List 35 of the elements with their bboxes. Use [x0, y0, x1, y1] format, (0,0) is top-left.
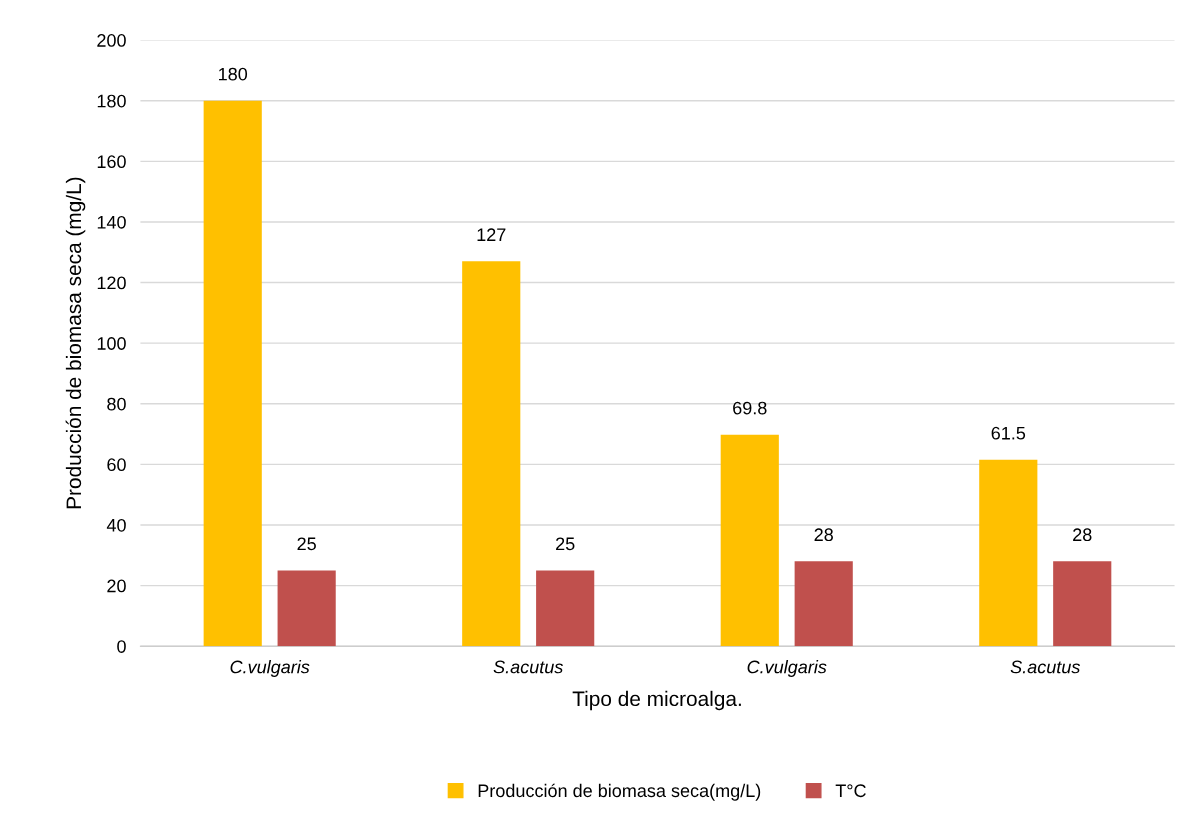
y-tick-label: 0 — [117, 640, 126, 653]
bar — [203, 100, 262, 647]
y-tick-label: 200 — [97, 34, 126, 47]
data-label: 180 — [219, 67, 248, 81]
y-tick-label: 40 — [106, 518, 126, 532]
y-tick-label: 60 — [107, 458, 126, 472]
y-tick-label: 160 — [97, 155, 126, 169]
data-label: 28 — [814, 528, 833, 542]
data-label: 69.8 — [733, 401, 767, 415]
x-tick-label: C.vulgaris — [230, 660, 310, 677]
x-tick-label: S.acutus — [1010, 660, 1081, 674]
y-tick-label: 120 — [97, 276, 126, 290]
x-tick-label: S.acutus — [493, 660, 563, 674]
bar — [794, 561, 853, 647]
bar — [979, 459, 1038, 647]
bar — [462, 261, 521, 647]
x-tick-label: C.vulgaris — [747, 660, 827, 677]
data-label: 28 — [1073, 528, 1092, 542]
data-label: 127 — [477, 228, 506, 241]
y-tick-label: 80 — [107, 397, 126, 411]
y-tick-label: 100 — [97, 337, 126, 350]
bar — [720, 434, 779, 647]
bar — [277, 570, 336, 647]
data-label: 25 — [297, 537, 316, 551]
legend-label: T°C — [835, 784, 866, 798]
y-tick-label: 20 — [107, 579, 126, 593]
y-tick-label: 180 — [97, 94, 126, 108]
y-tick-label: 140 — [97, 215, 126, 229]
bar — [536, 570, 595, 647]
x-axis-title: Tipo de microalga. — [572, 690, 741, 711]
bar — [1053, 561, 1112, 647]
legend-label: Producción de biomasa seca(mg/L) — [478, 783, 761, 801]
y-axis-title: Producción de biomasa seca (mg/L) — [65, 177, 86, 509]
data-label: 25 — [556, 537, 575, 551]
data-label: 61.5 — [991, 426, 1026, 440]
